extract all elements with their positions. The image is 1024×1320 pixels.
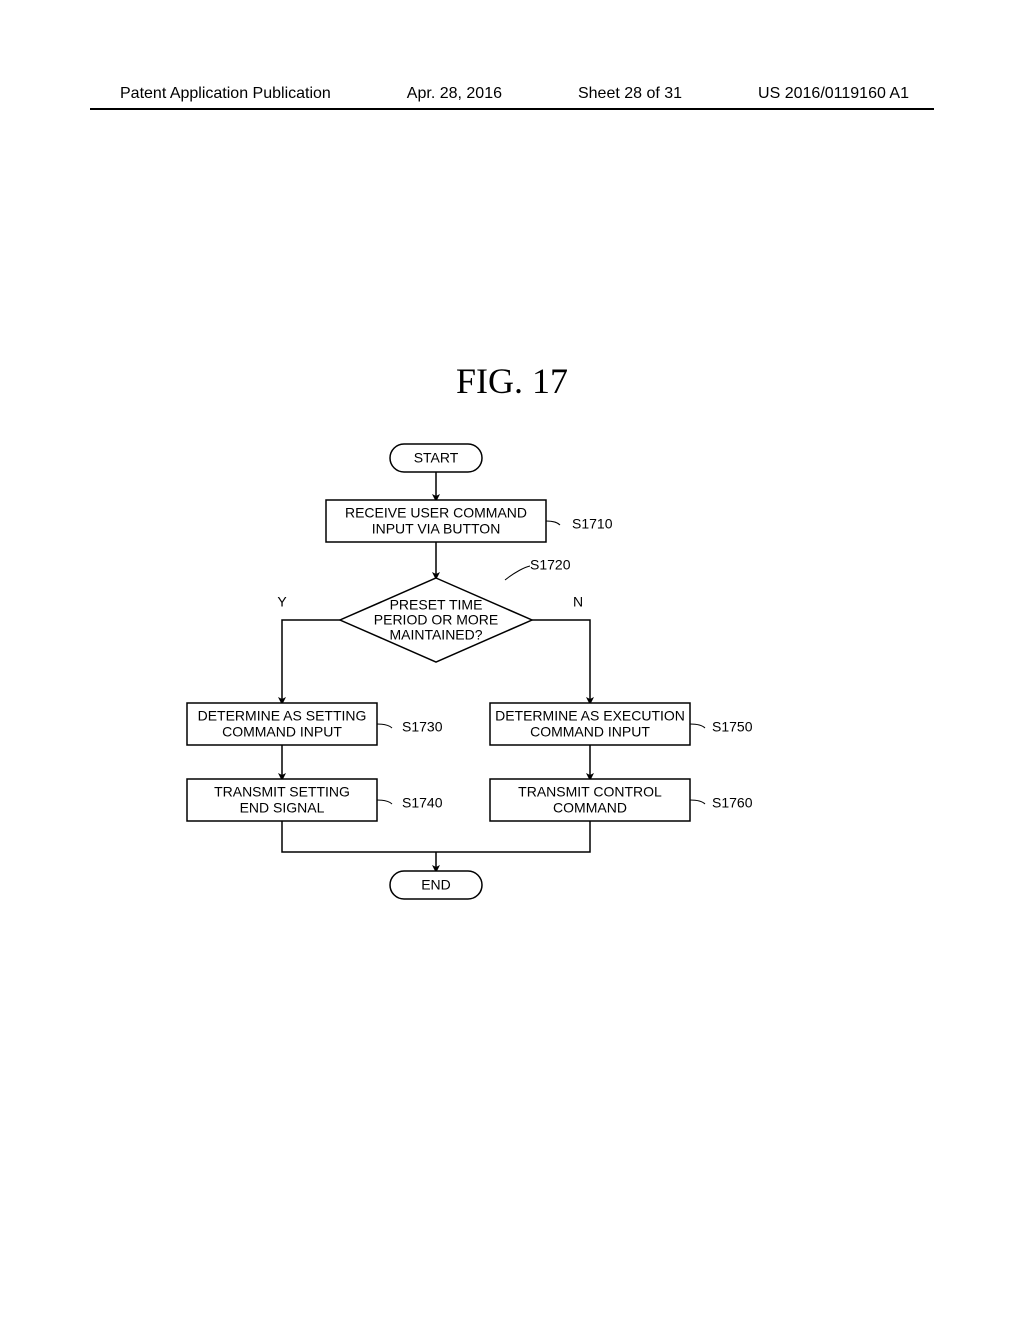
start-label: START (414, 450, 459, 466)
s1750-ref: S1750 (712, 719, 753, 735)
s1730-label: COMMAND INPUT (222, 724, 342, 740)
edge (377, 724, 392, 728)
edge (546, 521, 560, 525)
edge (282, 620, 340, 703)
s1720-label: PERIOD OR MORE (374, 612, 498, 628)
edge (436, 821, 590, 852)
edge (377, 800, 392, 804)
s1740-label: END SIGNAL (240, 800, 325, 816)
s1740-ref: S1740 (402, 795, 443, 811)
s1760-label: COMMAND (553, 800, 627, 816)
flowchart-svg: START RECEIVE USER COMMANDINPUT VIA BUTTO… (0, 0, 1024, 1320)
end-label: END (421, 877, 451, 893)
s1710-ref: S1710 (572, 516, 613, 532)
s1730-ref: S1730 (402, 719, 443, 735)
s1750-label: DETERMINE AS EXECUTION (495, 708, 685, 724)
s1760-label: TRANSMIT CONTROL (518, 784, 662, 800)
page: Patent Application Publication Apr. 28, … (0, 0, 1024, 1320)
s1760-ref: S1760 (712, 795, 753, 811)
edge (532, 620, 590, 703)
s1710-label: RECEIVE USER COMMAND (345, 505, 527, 521)
edge (282, 821, 436, 852)
s1710-label: INPUT VIA BUTTON (372, 521, 501, 537)
s1720-label: MAINTAINED? (389, 627, 482, 643)
s1720-ref: S1720 (530, 557, 571, 573)
edge (690, 724, 705, 728)
s1720-label: PRESET TIME (390, 597, 483, 613)
s1750-label: COMMAND INPUT (530, 724, 650, 740)
s1720-yes-label: Y (277, 594, 287, 610)
edge (505, 566, 530, 580)
s1730-label: DETERMINE AS SETTING (198, 708, 367, 724)
s1740-label: TRANSMIT SETTING (214, 784, 350, 800)
edge (690, 800, 705, 804)
s1720-no-label: N (573, 594, 583, 610)
